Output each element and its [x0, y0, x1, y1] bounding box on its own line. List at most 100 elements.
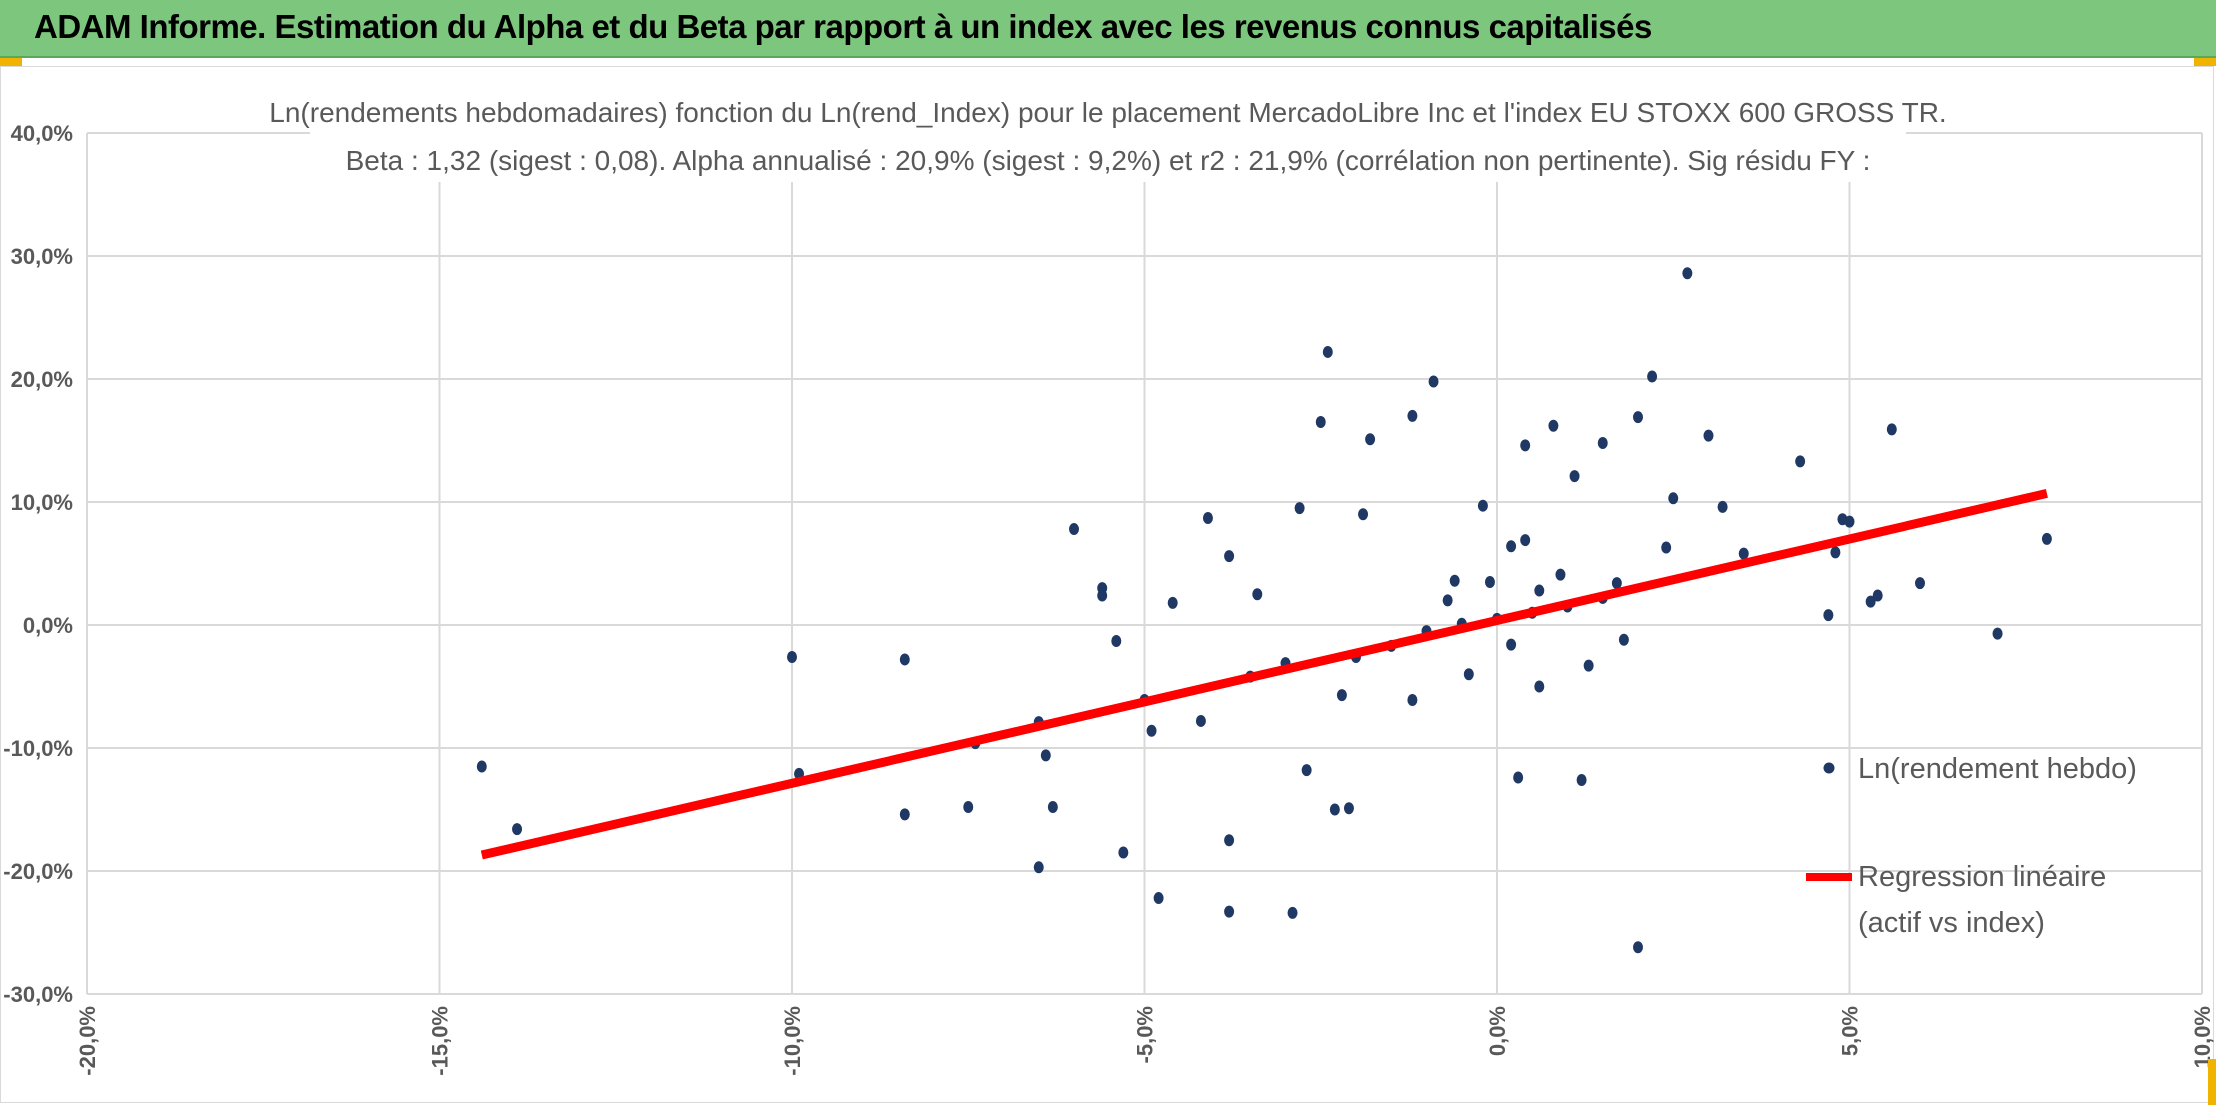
scatter-point — [1886, 423, 1897, 436]
scatter-point — [1153, 892, 1164, 905]
corner-accent-right — [2194, 58, 2216, 66]
scatter-point — [1315, 416, 1326, 429]
scatter-point — [1252, 588, 1263, 601]
scatter-point — [1224, 550, 1235, 563]
scatter-point — [1463, 668, 1474, 681]
scatter-point — [1484, 575, 1495, 588]
scatter-point — [1322, 345, 1333, 358]
scatter-point — [1633, 411, 1643, 424]
scatter-point — [1358, 508, 1369, 521]
scatter-point — [787, 650, 797, 663]
scatter-point — [512, 823, 523, 836]
regression-layer — [480, 489, 2048, 860]
point-layer — [476, 267, 2052, 954]
scatter-point — [1301, 764, 1312, 777]
scatter-point — [1703, 429, 1714, 442]
scatter-point — [1534, 584, 1545, 597]
scatter-point — [1844, 515, 1855, 528]
scatter-point — [1915, 577, 1925, 590]
axis-layer: 40,0%30,0%20,0%10,0%0,0%-10,0%-20,0%-30,… — [3, 121, 2215, 1076]
banner: ADAM Informe. Estimation du Alpha et du … — [0, 0, 2216, 58]
scatter-point — [1661, 541, 1672, 554]
scatter-point — [1534, 680, 1545, 693]
scatter-point — [1224, 905, 1235, 918]
scatter-point — [1548, 419, 1559, 432]
scatter-point — [1569, 470, 1580, 483]
scatter-point — [1830, 546, 1841, 559]
scatter-point — [1668, 492, 1679, 505]
scatter-point — [1343, 802, 1354, 815]
scatter-point — [1865, 595, 1876, 608]
scatter-point — [1118, 846, 1129, 859]
chart-title-line2: Beta : 1,32 (sigest : 0,08). Alpha annua… — [346, 145, 1871, 176]
scatter-point — [1449, 574, 1460, 587]
chart-frame — [0, 66, 2214, 1103]
corner-accent-left — [0, 58, 22, 66]
x-tick-label: -15,0% — [428, 1006, 453, 1076]
scatter-point — [1294, 502, 1305, 515]
scatter-point — [963, 801, 974, 814]
scatter-point — [1618, 633, 1629, 646]
scatter-point — [899, 653, 910, 666]
scatter-point — [1365, 433, 1376, 446]
y-tick-label: 30,0% — [11, 244, 73, 269]
scatter-point — [1336, 689, 1347, 702]
scatter-point — [476, 760, 487, 773]
scatter-point — [1513, 771, 1524, 784]
scatter-point — [1329, 803, 1340, 816]
scatter-point — [1047, 801, 1058, 814]
scatter-point — [1647, 370, 1658, 383]
y-tick-label: 10,0% — [11, 490, 73, 515]
y-tick-label: -30,0% — [3, 982, 73, 1007]
scatter-point — [1040, 749, 1051, 762]
scatter-point — [1583, 659, 1594, 672]
scatter-point — [1576, 773, 1587, 786]
x-tick-label: -5,0% — [1133, 1006, 1158, 1063]
scatter-point — [2041, 532, 2052, 545]
x-tick-label: -20,0% — [75, 1006, 100, 1076]
scatter-point — [1717, 500, 1728, 513]
chart-title-line1: Ln(rendements hebdomadaires) fonction du… — [269, 97, 1946, 128]
banner-title: ADAM Informe. Estimation du Alpha et du … — [34, 8, 1652, 45]
scatter-point — [1167, 596, 1178, 609]
scatter-point — [1823, 609, 1834, 622]
legend-marker-scatter — [1823, 762, 1835, 774]
scatter-point — [1442, 594, 1453, 607]
x-tick-label: 0,0% — [1485, 1006, 1510, 1056]
scatter-point — [1520, 534, 1531, 547]
scatter-point — [1407, 694, 1418, 707]
scatter-point — [1506, 540, 1517, 553]
scatter-point — [1033, 861, 1044, 874]
scatter-point — [1597, 436, 1608, 449]
regression-line — [480, 489, 2048, 860]
scatter-point — [1633, 941, 1643, 954]
corner-accent-bottom-right — [2208, 1059, 2216, 1105]
scatter-point — [1146, 724, 1157, 737]
scatter-point — [1520, 439, 1531, 452]
y-tick-label: 20,0% — [11, 367, 73, 392]
scatter-point — [1682, 267, 1693, 280]
scatter-point — [1111, 634, 1122, 647]
scatter-point — [1224, 834, 1235, 847]
scatter-point — [1069, 523, 1079, 536]
scatter-point — [1287, 906, 1298, 919]
scatter-point — [899, 808, 910, 821]
y-tick-label: -10,0% — [3, 736, 73, 761]
title-background — [310, 100, 1906, 182]
scatter-point — [1611, 577, 1622, 590]
scatter-point — [1097, 589, 1108, 602]
scatter-point — [1795, 455, 1806, 468]
x-tick-label: 5,0% — [1838, 1006, 1863, 1056]
scatter-point — [1992, 627, 2003, 640]
y-tick-label: 40,0% — [11, 121, 73, 146]
scatter-point — [1738, 547, 1749, 560]
y-tick-label: -20,0% — [3, 859, 73, 884]
x-tick-label: -10,0% — [780, 1006, 805, 1076]
scatter-point — [1872, 589, 1883, 602]
scatter-point — [1407, 409, 1418, 422]
scatter-point — [1477, 499, 1488, 512]
scatter-point — [1202, 511, 1213, 524]
y-tick-label: 0,0% — [23, 613, 73, 638]
grid-layer — [86, 132, 2203, 995]
